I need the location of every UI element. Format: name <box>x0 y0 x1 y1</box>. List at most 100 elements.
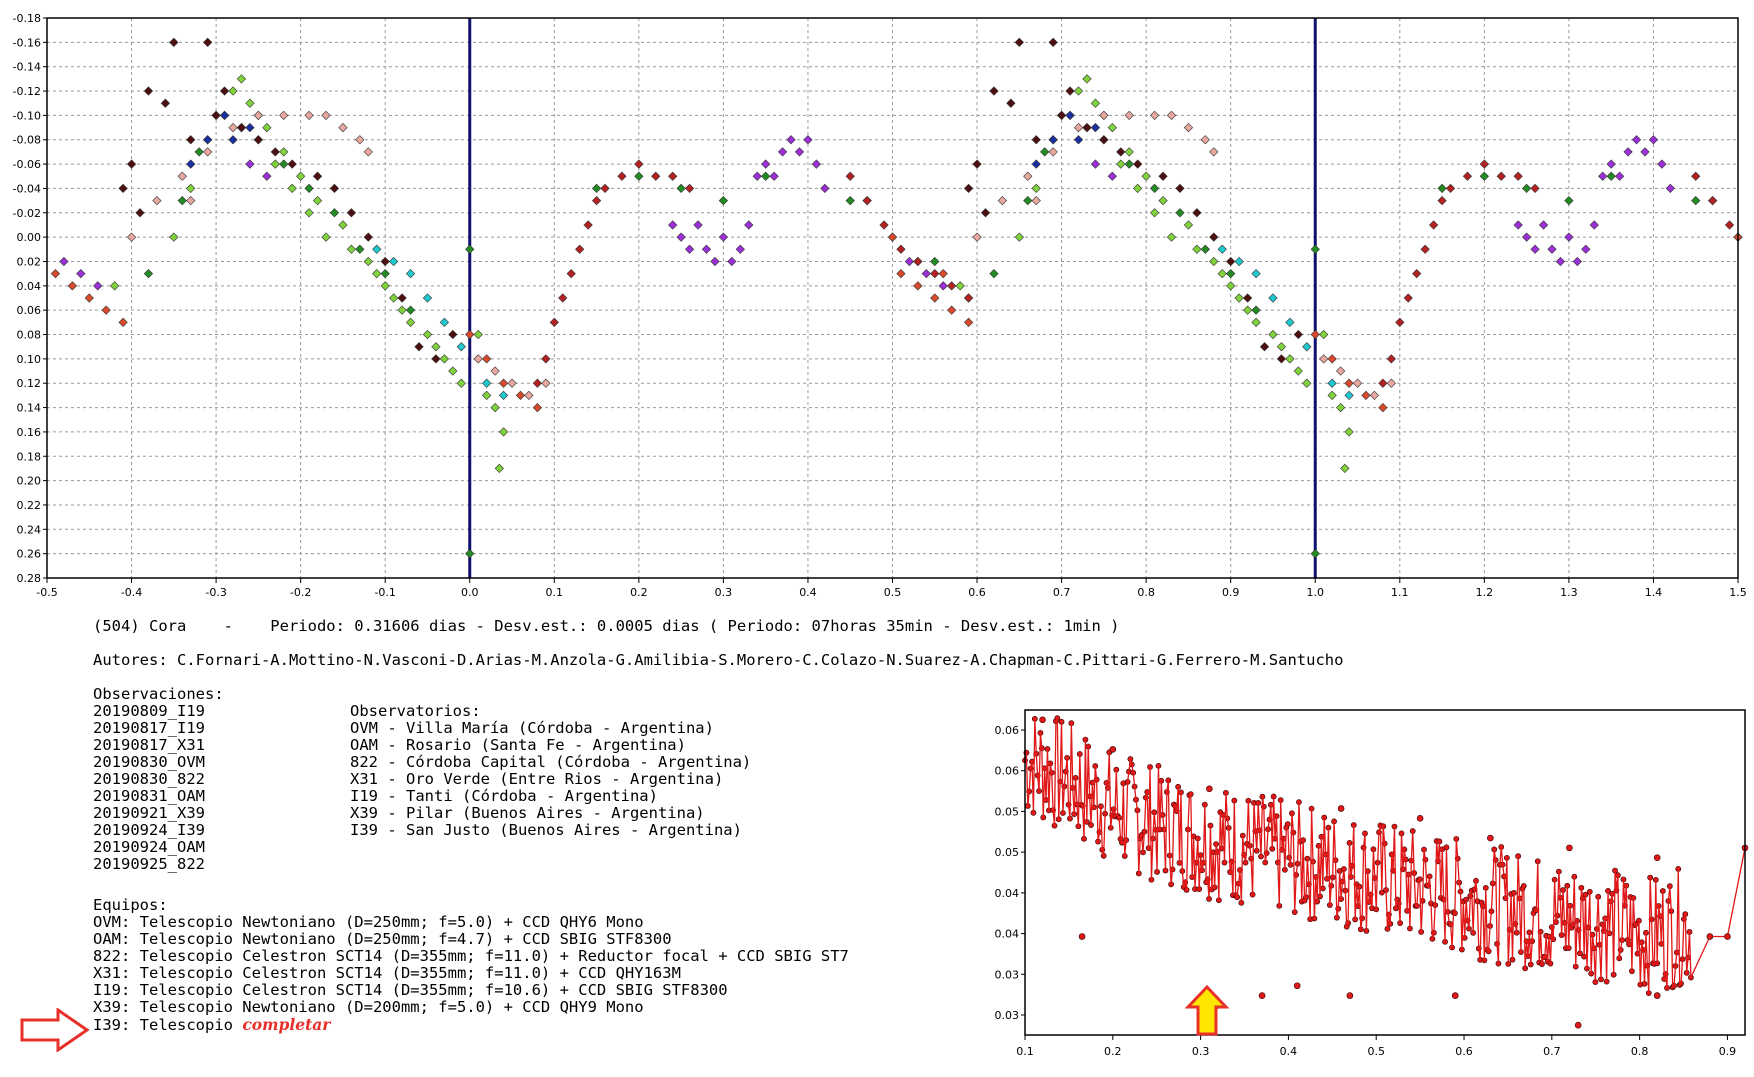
data-point <box>1175 208 1185 218</box>
data-point <box>1344 427 1354 437</box>
data-point <box>591 195 602 206</box>
data-point <box>769 171 779 181</box>
data-point <box>1555 256 1566 267</box>
inset-y-tick-label: 0.06 <box>995 724 1020 737</box>
data-point <box>110 281 120 291</box>
data-point <box>1226 269 1236 279</box>
y-tick-label: 0.04 <box>17 280 42 293</box>
data-point <box>1310 549 1320 559</box>
data-point <box>930 269 940 279</box>
plot-frame <box>46 17 1739 579</box>
data-point <box>1242 293 1253 303</box>
data-point <box>228 86 238 96</box>
data-point <box>338 122 348 133</box>
data-point <box>1462 171 1473 181</box>
data-point <box>1192 208 1202 218</box>
y-tick-label: 0.14 <box>17 402 42 415</box>
data-point <box>1065 110 1075 121</box>
observatory-item: OAM - Rosario (Santa Fe - Argentina) <box>350 736 686 754</box>
data-point <box>896 244 906 254</box>
data-point <box>1378 402 1388 413</box>
data-point <box>515 390 526 401</box>
data-point <box>1691 195 1701 206</box>
data-point <box>634 159 644 169</box>
yellow-up-arrow-icon <box>1185 985 1229 1036</box>
equipment-item: OVM: Telescopio Newtoniano (D=250mm; f=5… <box>93 913 644 931</box>
data-point <box>431 354 441 364</box>
data-point <box>718 232 729 242</box>
y-tick-label: -0.18 <box>13 12 41 25</box>
y-tick-label: 0.22 <box>17 499 42 512</box>
data-point <box>490 366 500 376</box>
data-point <box>169 232 179 242</box>
y-tick-label: 0.20 <box>17 475 42 488</box>
data-point <box>1708 195 1718 206</box>
data-point <box>1344 390 1354 401</box>
data-point <box>1412 269 1422 279</box>
data-point <box>1340 463 1350 474</box>
equipment-item: 822: Telescopio Celestron SCT14 (D=355mm… <box>93 947 849 965</box>
data-point <box>1073 86 1084 96</box>
data-point <box>1276 342 1287 352</box>
data-point <box>304 208 314 218</box>
inset-y-tick-label: 0.04 <box>995 887 1020 900</box>
data-point <box>1107 122 1117 133</box>
data-point <box>1116 147 1126 157</box>
phase-light-curve-chart: -0.5 -0.4 -0.3 -0.2 -0.1 0.0 0.1 0.2 0.3 0.4 0.5 0.… <box>13 12 1747 599</box>
data-point <box>1310 244 1320 254</box>
data-point <box>845 195 855 206</box>
y-tick-label: -0.12 <box>13 85 41 98</box>
data-point <box>287 159 297 169</box>
data-point <box>1648 135 1659 145</box>
data-point <box>380 281 390 291</box>
inset-extreme-point <box>1293 982 1301 990</box>
data-point <box>862 195 872 206</box>
y-tick-label: 0.02 <box>17 255 42 268</box>
data-point <box>93 281 103 291</box>
data-point <box>1352 378 1363 388</box>
data-point <box>498 378 509 388</box>
observation-item: 20190809_I19 <box>93 702 205 720</box>
data-point <box>50 269 61 279</box>
data-point <box>405 317 416 327</box>
data-point <box>1327 378 1337 388</box>
data-point <box>989 269 999 279</box>
observation-item: 20190921_X39 <box>93 804 205 822</box>
data-point <box>777 147 788 157</box>
data-point <box>346 208 357 218</box>
data-point <box>186 135 196 145</box>
data-point <box>482 390 492 401</box>
y-tick-label: -0.06 <box>13 158 41 171</box>
data-point <box>820 183 830 194</box>
data-point <box>1065 86 1075 96</box>
equipment-item-prefix: I39: Telescopio <box>93 1016 243 1034</box>
data-point <box>879 220 889 230</box>
data-point <box>1420 244 1430 254</box>
data-point <box>1073 135 1084 145</box>
data-point <box>566 269 576 279</box>
data-point <box>1369 390 1380 401</box>
data-point <box>980 208 991 218</box>
data-point <box>372 244 382 254</box>
observation-item: 20190830_822 <box>93 770 205 788</box>
data-point <box>1073 122 1084 133</box>
equipment-item: X39: Telescopio Newtoniano (D=200mm; f=5… <box>93 998 644 1016</box>
data-point <box>498 427 509 437</box>
data-point <box>963 183 974 194</box>
inset-y-tick-label: 0.03 <box>995 1009 1020 1022</box>
data-point <box>380 269 390 279</box>
data-point <box>1217 244 1227 254</box>
x-tick-label: -0.3 <box>205 586 226 599</box>
data-point <box>1242 305 1253 315</box>
y-tick-label: 0.18 <box>17 450 42 463</box>
data-point <box>1014 37 1024 47</box>
data-point <box>465 549 475 559</box>
data-point <box>1428 220 1439 230</box>
data-point <box>913 256 923 267</box>
data-point <box>524 390 534 401</box>
data-point <box>194 147 204 157</box>
y-tick-label: 0.10 <box>17 353 42 366</box>
data-point <box>380 256 390 267</box>
data-point <box>634 171 644 181</box>
data-point <box>177 195 187 206</box>
